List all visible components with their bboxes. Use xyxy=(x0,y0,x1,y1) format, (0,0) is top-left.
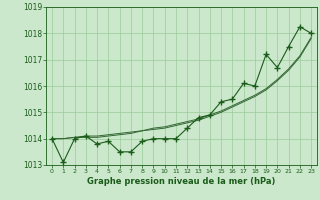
X-axis label: Graphe pression niveau de la mer (hPa): Graphe pression niveau de la mer (hPa) xyxy=(87,177,276,186)
